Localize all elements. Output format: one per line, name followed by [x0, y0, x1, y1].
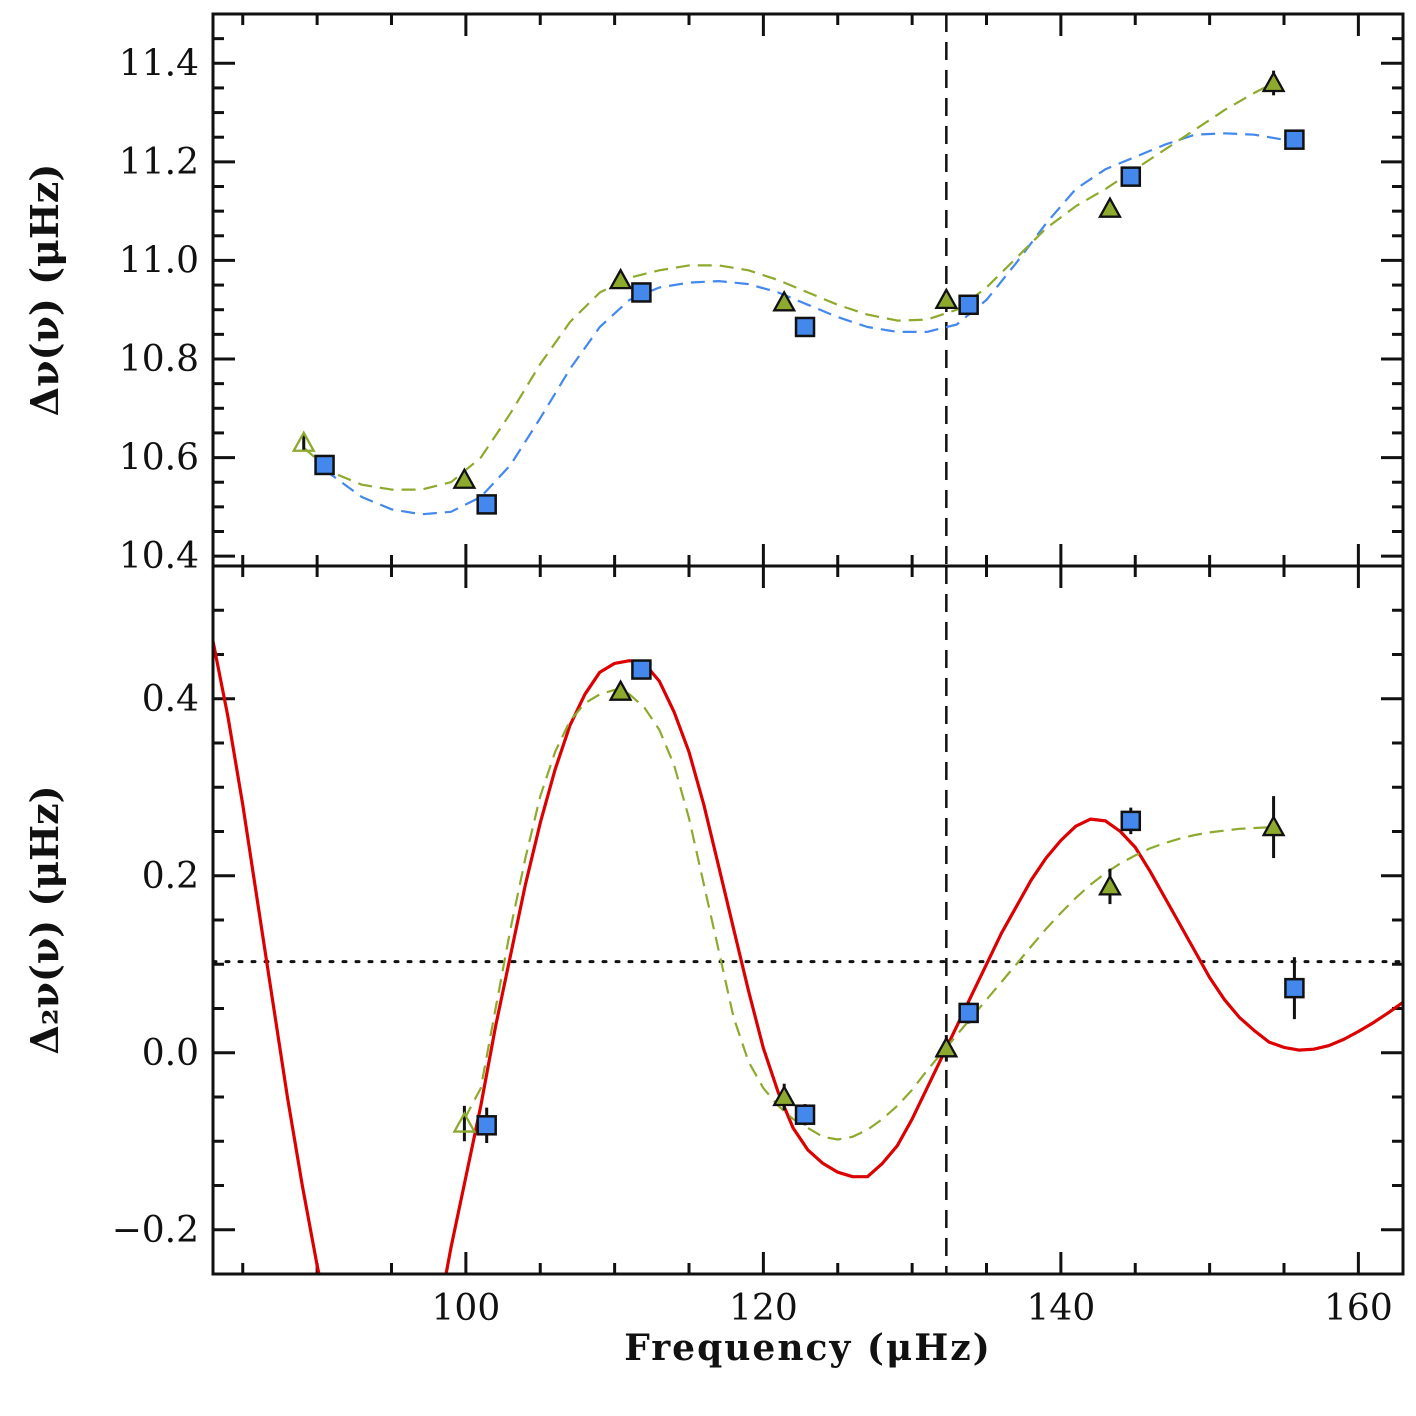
triangle-marker [608, 267, 633, 290]
square-marker [958, 1002, 979, 1024]
triangle-point [452, 467, 477, 489]
triangle-marker [1098, 196, 1122, 218]
top-panel-ticks [213, 12, 1403, 566]
square-point [1284, 129, 1305, 150]
square-marker [1120, 810, 1142, 832]
triangle-point [934, 1035, 959, 1062]
square-marker [314, 454, 335, 476]
triangle-point [772, 1083, 797, 1111]
y-tick-label: 11.4 [119, 43, 199, 84]
square-marker [631, 659, 652, 680]
square-point [1120, 807, 1142, 835]
triangle-point [934, 287, 959, 310]
square-marker [794, 1104, 816, 1125]
triangle-marker [1261, 70, 1286, 93]
square-marker [958, 294, 979, 316]
top-panel-fit-curves [302, 82, 1295, 516]
square-marker [794, 316, 816, 338]
triangle-point [1261, 70, 1286, 96]
top-panel-frame [211, 12, 1405, 568]
bottom-panel-reference-lines [213, 566, 1403, 1274]
triangle-marker [1098, 874, 1122, 896]
square-point [631, 659, 652, 680]
x-tick-label: 140 [1027, 1288, 1096, 1329]
y-tick-label: 11.2 [119, 142, 199, 183]
top-panel-tick-labels: 10.4 10.6 10.8 11.0 11.2 11.4 [119, 43, 199, 577]
triangle-point [1098, 868, 1122, 905]
square-point [631, 282, 652, 303]
square-marker [1284, 129, 1305, 150]
y-tick-label: 10.6 [119, 438, 199, 479]
triangle-marker [1261, 814, 1286, 837]
triangle-point [608, 679, 633, 701]
square-point [958, 1002, 979, 1024]
square-point [314, 454, 335, 476]
green-fit [463, 688, 1274, 1141]
bottom-panel-fit-curves [213, 640, 1403, 1274]
triangle-point [1098, 196, 1122, 218]
triangle-marker [934, 1035, 959, 1058]
square-marker [476, 494, 497, 515]
y-tick-label: 11.0 [119, 240, 199, 281]
y-tick-label: 10.4 [119, 536, 199, 577]
triangle-marker [291, 430, 316, 452]
triangle-point [772, 289, 797, 312]
bottom-panel-tick-labels: 100 120 140 160 −0.2 0.0 0.2 0.4 [112, 679, 1393, 1329]
triangle-marker [772, 1084, 797, 1107]
y-tick-label: 0.2 [142, 856, 199, 897]
y-tick-label: 0.4 [142, 679, 199, 720]
square-point [794, 316, 816, 338]
y-tick-label: 10.8 [119, 339, 199, 380]
triangle-marker [772, 289, 797, 312]
squares-fit [323, 132, 1295, 516]
square-point [1284, 957, 1305, 1020]
top-panel: 10.4 10.6 10.8 11.0 11.2 11.4 Δν(ν) (μHz) [22, 12, 1405, 577]
bottom-panel-ticks [213, 564, 1403, 1276]
triangle-point [608, 267, 633, 290]
top-panel-data-points [291, 70, 1305, 515]
bottom-panel-data-points [452, 659, 1305, 1144]
triangle-marker [452, 467, 477, 489]
triangle-point [1261, 796, 1286, 859]
triangle-marker [608, 679, 633, 701]
y-tick-label: 0.0 [142, 1033, 199, 1074]
square-point [794, 1104, 816, 1126]
x-axis-label: Frequency (μHz) [624, 1327, 991, 1369]
bottom-panel: 100 120 140 160 −0.2 0.0 0.2 0.4 Δ₂ν(ν) (μHz) F… [22, 564, 1405, 1369]
x-tick-label: 120 [729, 1288, 798, 1329]
triangles-fit [302, 82, 1275, 491]
square-marker [1120, 166, 1142, 187]
x-tick-label: 100 [432, 1288, 501, 1329]
square-point [1120, 166, 1142, 187]
square-marker [476, 1115, 497, 1136]
y-tick-label: −0.2 [112, 1210, 199, 1251]
square-point [476, 494, 497, 515]
triangle-point [291, 430, 316, 452]
triangle-point [452, 1105, 477, 1142]
square-marker [1284, 977, 1305, 999]
bottom-panel-y-axis-label: Δ₂ν(ν) (μHz) [22, 785, 67, 1054]
red-fit [213, 640, 1403, 1274]
square-point [476, 1107, 497, 1144]
x-tick-label: 160 [1324, 1288, 1393, 1329]
bottom-panel-frame [211, 564, 1405, 1276]
triangle-marker [452, 1111, 477, 1133]
square-point [958, 294, 979, 316]
top-panel-y-axis-label: Δν(ν) (μHz) [22, 164, 67, 417]
triangle-marker [934, 287, 959, 310]
square-marker [631, 282, 652, 303]
